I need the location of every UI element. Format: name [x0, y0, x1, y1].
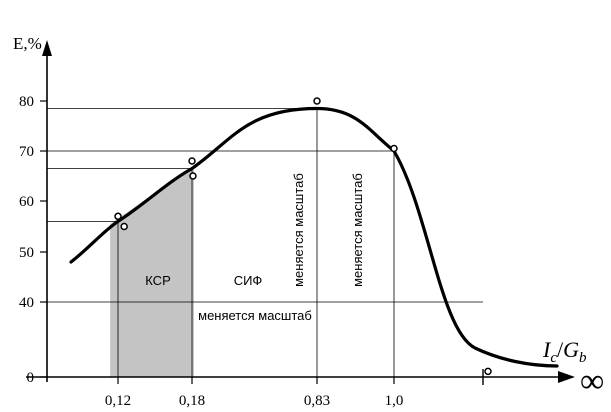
y-tick-label-5: 80 — [19, 94, 34, 110]
points-layer — [114, 97, 492, 376]
y-tick-label-2: 50 — [19, 245, 34, 261]
y-axis-arrow — [42, 40, 52, 56]
region-label-vertical-4: меняется масштаб — [350, 173, 365, 287]
data-point-6 — [484, 367, 492, 376]
x-tick-label-2: 0,83 — [304, 393, 330, 409]
x-label-var: I — [542, 337, 552, 362]
x-tick-label-3: 1,0 — [385, 393, 404, 409]
shaded-region — [110, 166, 194, 377]
labels-layer: E,% Ic/Gb ∞ КСР СИФ меняется масштаб меняет… — [13, 34, 604, 400]
x-label-den: G — [563, 337, 579, 362]
ticks-layer: 0 40 50 60 70 80 0,12 0,18 0,83 1,0 — [19, 94, 403, 409]
x-tick-label-1: 0,18 — [179, 393, 205, 409]
x-label-var-sub: c — [550, 350, 557, 366]
data-point-1 — [120, 222, 128, 231]
y-tick-label-0: 0 — [27, 370, 35, 386]
region-label-0: КСР — [145, 273, 171, 288]
data-point-2 — [188, 157, 196, 165]
x-label-den-sub: b — [579, 350, 587, 366]
data-point-4 — [313, 97, 321, 105]
y-tick-label-1: 40 — [19, 295, 34, 311]
curve-layer — [69, 106, 559, 368]
y-axis-label: E,% — [13, 34, 42, 53]
x-label-slash: / — [557, 337, 564, 362]
data-point-0 — [114, 212, 122, 221]
shaded-region-layer — [110, 166, 194, 377]
x-tick-label-0: 0,12 — [105, 393, 131, 409]
y-tick-label-4: 70 — [19, 144, 34, 160]
region-label-vertical-3: меняется масштаб — [291, 173, 306, 287]
infinity-label: ∞ — [580, 363, 604, 400]
main-curve — [69, 106, 559, 368]
region-label-1: СИФ — [234, 273, 263, 288]
region-label-2: меняется масштаб — [198, 308, 312, 323]
x-axis-label: Ic/Gb — [542, 337, 587, 366]
y-tick-label-3: 60 — [19, 194, 34, 210]
data-point-3 — [189, 172, 197, 180]
axes-layer — [26, 40, 575, 383]
x-axis-arrow — [558, 371, 575, 383]
data-point-5 — [390, 144, 398, 153]
